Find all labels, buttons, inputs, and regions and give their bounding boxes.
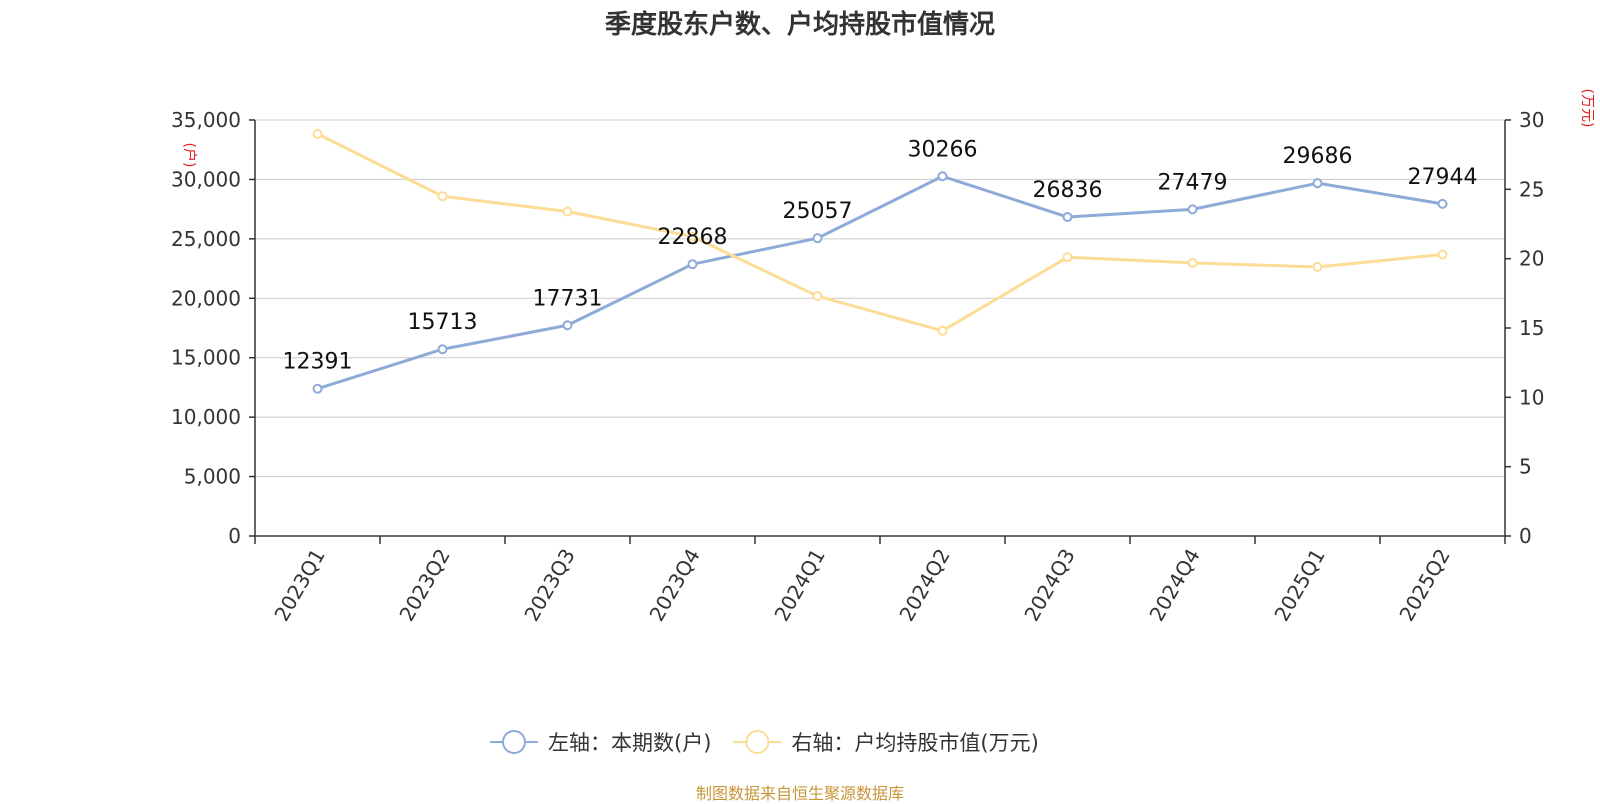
legend-marker-0 xyxy=(502,730,526,754)
data-label: 25057 xyxy=(783,199,853,224)
right-tick-label: 30 xyxy=(1519,108,1544,132)
left-tick-label: 10,000 xyxy=(171,405,241,429)
left-tick-label: 0 xyxy=(228,524,241,548)
data-label: 27479 xyxy=(1158,170,1228,195)
series-point-0 xyxy=(1187,204,1198,215)
series-line-1 xyxy=(316,132,1443,333)
series-line-0 xyxy=(317,174,1443,391)
series-point-0 xyxy=(687,259,698,270)
data-label: 12391 xyxy=(283,350,353,375)
left-tick-label: 15,000 xyxy=(171,346,241,370)
series-point-0 xyxy=(1437,198,1448,209)
series-point-1 xyxy=(1062,252,1073,263)
series-point-1 xyxy=(437,191,448,202)
data-label: 27944 xyxy=(1408,165,1478,190)
series-point-1 xyxy=(937,325,948,336)
right-tick-label: 15 xyxy=(1519,316,1544,340)
series-point-0 xyxy=(437,344,448,355)
left-tick-label: 5,000 xyxy=(184,465,241,489)
x-tick-label: 2025Q1 xyxy=(1269,545,1329,626)
series-point-0 xyxy=(937,171,948,182)
grid-layer xyxy=(255,119,1505,478)
chart-svg: 0 5,000 10,000 15,000 20,000 25,000 30,000 35,0… xyxy=(171,89,1595,755)
x-tick-label: 2024Q4 xyxy=(1144,545,1204,626)
left-tick-label: 30,000 xyxy=(171,167,241,191)
left-tick-label: 20,000 xyxy=(171,286,241,310)
data-label: 15713 xyxy=(408,310,478,335)
legend-label-0: 左轴：本期数(户) xyxy=(548,731,711,755)
series-point-1 xyxy=(1187,257,1198,268)
right-tick-label: 5 xyxy=(1519,455,1532,479)
series-point-1 xyxy=(812,291,823,302)
left-tick-label: 35,000 xyxy=(171,108,241,132)
series-point-1 xyxy=(1312,261,1323,272)
right-tick-label: 0 xyxy=(1519,524,1532,548)
series-point-1 xyxy=(312,128,323,139)
left-axis-unit: (户) xyxy=(181,143,198,168)
series-point-0 xyxy=(562,320,573,331)
source-note: 制图数据来自恒生聚源数据库 xyxy=(695,784,904,803)
right-axis-unit: (万元) xyxy=(1579,89,1595,128)
data-label: 22868 xyxy=(658,225,728,250)
right-tick-label: 20 xyxy=(1519,247,1544,271)
right-tick-label: 10 xyxy=(1519,385,1544,409)
x-tick-label: 2023Q2 xyxy=(394,545,454,626)
chart-title: 季度股东户数、户均持股市值情况 xyxy=(604,10,995,40)
label-layer: 12391 15713 17731 22868 25057 30266 26836 27479… xyxy=(283,137,1478,374)
series-point-0 xyxy=(1062,212,1073,223)
series-point-1 xyxy=(1437,249,1448,260)
x-tick-label: 2023Q3 xyxy=(519,545,579,626)
series-point-1 xyxy=(562,206,573,217)
left-tick-label: 25,000 xyxy=(171,227,241,251)
x-tick-label: 2024Q3 xyxy=(1019,545,1079,626)
legend-marker-1 xyxy=(745,730,770,754)
right-tick-label: 25 xyxy=(1519,177,1544,201)
series-point-0 xyxy=(1312,178,1323,189)
series-point-0 xyxy=(312,383,323,394)
x-tick-label: 2023Q4 xyxy=(644,545,704,626)
x-tick-label: 2024Q2 xyxy=(894,545,954,626)
data-label: 17731 xyxy=(533,286,603,311)
series-point-1 xyxy=(687,231,698,242)
legend: 左轴：本期数(户) 右轴：户均持股市值(万元) xyxy=(490,730,1039,755)
x-tick-label: 2025Q2 xyxy=(1394,545,1454,626)
series-point-0 xyxy=(812,233,823,244)
legend-label-1: 右轴：户均持股市值(万元) xyxy=(791,731,1038,755)
series-layer xyxy=(312,128,1448,394)
x-tick-label: 2023Q1 xyxy=(269,545,329,626)
x-tick-label: 2024Q1 xyxy=(769,545,829,626)
data-label: 29686 xyxy=(1283,144,1353,169)
data-label: 26836 xyxy=(1033,178,1103,203)
data-label: 30266 xyxy=(908,137,978,162)
